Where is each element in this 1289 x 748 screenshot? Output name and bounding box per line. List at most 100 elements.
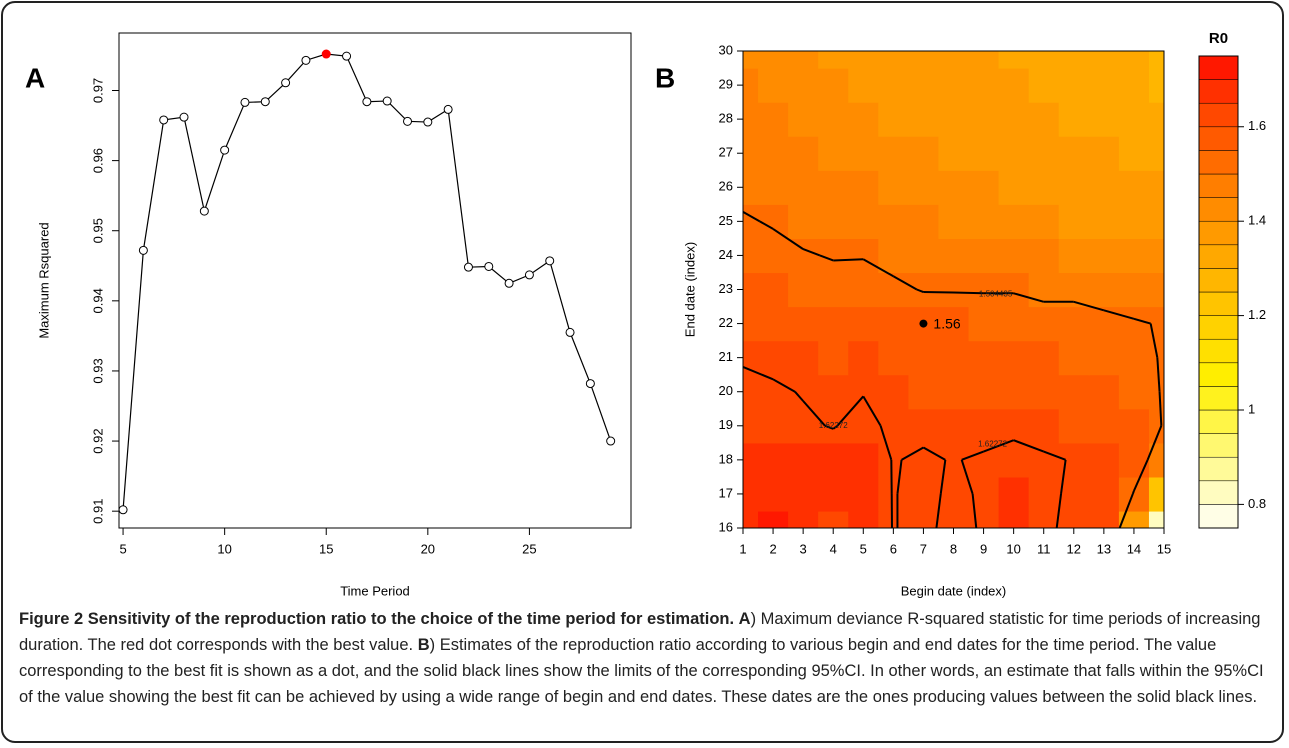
heat-cell (938, 238, 970, 274)
heat-cell (938, 136, 970, 171)
heat-cell (743, 442, 759, 478)
heat-cell (758, 102, 789, 137)
data-point (403, 116, 413, 126)
heat-cell (743, 510, 759, 528)
data-point (423, 117, 433, 127)
data-point (281, 78, 291, 88)
heat-cell (968, 102, 1000, 137)
y-tick-label: 24 (719, 247, 733, 262)
heat-cell (1088, 68, 1120, 103)
colorbar-band (1198, 150, 1239, 175)
heat-cell (878, 374, 909, 410)
heat-cell (1088, 340, 1120, 376)
heat-cell (998, 306, 1030, 342)
heat-cell (1088, 51, 1120, 69)
contour-line (819, 254, 834, 262)
heat-cell (1118, 68, 1150, 103)
chart: 5 10 15 20 250.910.920.930.940.950.960.97Tim… (25, 30, 1266, 598)
heat-cell (758, 476, 789, 512)
heat-cell (818, 340, 849, 376)
contour-line (1156, 357, 1161, 392)
x-tick-label: 2 (769, 541, 776, 556)
x-axis-title: Time Period (340, 583, 410, 598)
contour-line (1149, 323, 1159, 358)
heat-cell (998, 272, 1030, 308)
contour-label: 1.504435 (979, 290, 1013, 299)
data-point (240, 97, 250, 107)
heat-cell (788, 442, 819, 478)
contour-line (1133, 459, 1149, 492)
heat-cell (848, 136, 879, 171)
x-tick-label: 5 (119, 541, 126, 556)
heat-cell (1028, 306, 1060, 342)
heat-cell (1028, 68, 1060, 103)
heat-cell (1148, 272, 1164, 308)
contour-line (794, 391, 804, 402)
heat-cell (908, 68, 940, 103)
heat-cell (788, 238, 819, 274)
heat-cell (938, 68, 970, 103)
contour-line (1013, 439, 1045, 453)
plot-frame (118, 32, 632, 529)
colorbar-band (1198, 504, 1239, 529)
caption-title: Figure 2 Sensitivity of the reproduction… (19, 610, 735, 628)
heat-cell (998, 510, 1030, 528)
y-tick-label: 16 (719, 519, 733, 534)
y-tick-label: 22 (719, 315, 733, 330)
heat-cell (788, 136, 819, 171)
contour-line (802, 400, 826, 427)
y-tick-label: 0.93 (90, 358, 105, 383)
heat-cell (758, 510, 789, 528)
x-tick-label: 15 (1157, 541, 1171, 556)
caption: Figure 2 Sensitivity of the reproduction… (19, 606, 1269, 710)
heat-cell (878, 51, 909, 69)
heat-cell (818, 170, 849, 205)
colorbar-tick-label: 1.4 (1248, 213, 1266, 228)
x-tick-label: 7 (920, 541, 927, 556)
heat-cell (938, 170, 970, 205)
contour-label: 1.62272 (978, 440, 1007, 449)
heat-cell (1088, 306, 1120, 342)
heat-cell (848, 340, 879, 376)
heat-cell (908, 204, 940, 239)
y-axis-title: Maximum Rsquared (36, 222, 51, 338)
contour-line (742, 365, 774, 381)
colorbar-band (1198, 55, 1239, 80)
heat-cell (818, 102, 849, 137)
heat-cell (818, 51, 849, 69)
data-point (118, 505, 128, 515)
contour-line (1055, 493, 1063, 529)
y-tick-label: 28 (719, 111, 733, 126)
heat-cell (1148, 51, 1164, 69)
heat-cell (818, 306, 849, 342)
x-tick-label: 9 (980, 541, 987, 556)
heat-cell (1058, 340, 1090, 376)
data-point (260, 97, 270, 107)
data-point (301, 55, 311, 65)
heat-cell (998, 204, 1030, 239)
heat-cell (788, 68, 819, 103)
x-tick-label: 5 (860, 541, 867, 556)
contour-line (772, 228, 804, 250)
colorbar-band (1198, 244, 1239, 269)
contour-line (1043, 450, 1066, 461)
best-label: 1.56 (933, 315, 960, 331)
caption-text: ) Maximum deviance R-squared statistic f… (19, 610, 1261, 654)
heat-cell (1118, 238, 1150, 274)
heat-cell (968, 170, 1000, 205)
heat-cell (848, 442, 879, 478)
heat-cell (1058, 476, 1090, 512)
colorbar-band (1198, 197, 1239, 222)
heat-cell (878, 102, 909, 137)
contour-line (862, 395, 882, 427)
contour-line (1103, 309, 1135, 320)
contour-line (824, 424, 834, 430)
x-tick-label: 14 (1127, 541, 1141, 556)
x-axis-title: Begin date (index) (901, 583, 1007, 598)
data-point (342, 51, 352, 61)
heat-cell (908, 136, 940, 171)
heat-cell (743, 408, 759, 444)
data-point (220, 145, 230, 155)
colorbar-band (1198, 433, 1239, 458)
heat-cell (788, 340, 819, 376)
